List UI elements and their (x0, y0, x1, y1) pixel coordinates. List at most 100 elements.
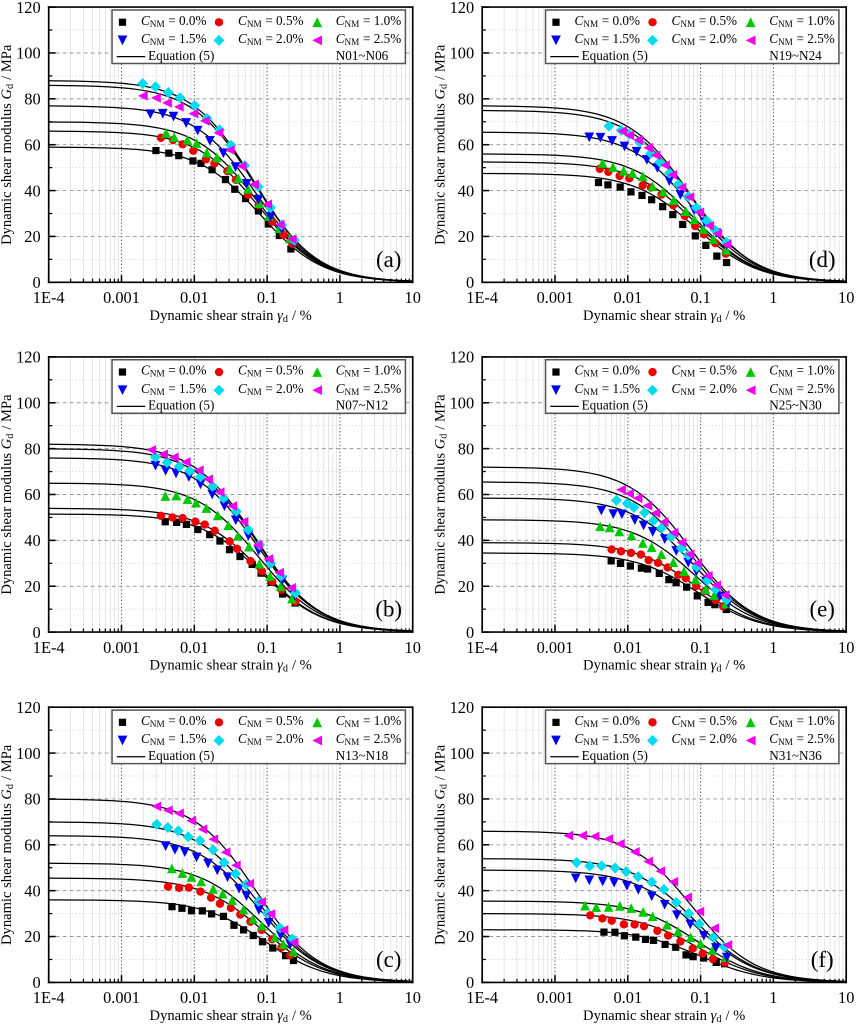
svg-text:0.001: 0.001 (537, 988, 574, 1007)
svg-text:40: 40 (24, 181, 40, 200)
svg-text:0.01: 0.01 (613, 638, 642, 657)
svg-text:20: 20 (24, 577, 40, 596)
svg-text:120: 120 (450, 698, 475, 717)
svg-text:60: 60 (24, 135, 40, 154)
svg-text:C N M: C N M = 1 . 5 % (141, 723, 207, 750)
svg-text:N07~N12: N07~N12 (336, 398, 389, 413)
svg-text:N25~N30: N25~N30 (769, 398, 822, 413)
svg-text:C N M: C N M = 0 . 5 % (672, 705, 738, 732)
svg-text:0.1: 0.1 (257, 288, 277, 307)
svg-text:1: 1 (336, 288, 344, 307)
svg-text:0.01: 0.01 (180, 288, 209, 307)
svg-text:100: 100 (16, 744, 41, 763)
svg-text:20: 20 (458, 577, 474, 596)
svg-text:C N M: C N M = 1 . 0 % (336, 5, 402, 32)
svg-text:N01~N06: N01~N06 (336, 48, 389, 63)
svg-text:C N M: C N M = 0 . 5 % (238, 355, 304, 382)
svg-text:120: 120 (450, 348, 475, 367)
svg-text:0: 0 (466, 273, 474, 292)
svg-text:1E-4: 1E-4 (33, 988, 65, 1007)
svg-text:1E-4: 1E-4 (33, 638, 65, 657)
svg-text:D y n a: D y n a m i c s h e a r m o d u l u s (0, 739, 16, 945)
svg-text:120: 120 (16, 698, 41, 717)
svg-text:D y n a: D y n a m i c s h e a r m o d u l u s (424, 39, 449, 245)
svg-text:1: 1 (336, 988, 344, 1007)
svg-text:0.1: 0.1 (690, 288, 710, 307)
svg-text:40: 40 (458, 531, 474, 550)
svg-text:1E-4: 1E-4 (33, 288, 65, 307)
svg-text:20: 20 (458, 927, 474, 946)
svg-text:D y n a: D y n a m i c s h e a r s t r a i n / (583, 300, 751, 325)
svg-text:20: 20 (458, 227, 474, 246)
svg-text:C N M: C N M = 0 . 5 % (238, 5, 304, 32)
svg-text:10: 10 (838, 988, 854, 1007)
svg-text:C N M: C N M = 1 . 0 % (769, 5, 835, 32)
svg-text:D y n a: D y n a m i c s h e a r s t r a i n / (150, 650, 318, 675)
svg-text:(c): (c) (376, 947, 401, 972)
svg-text:40: 40 (24, 881, 40, 900)
svg-text:C N M: C N M = 2 . 0 % (238, 23, 304, 50)
svg-text:10: 10 (405, 288, 421, 307)
svg-text:(b): (b) (375, 597, 402, 622)
svg-text:C N M: C N M = 0 . 5 % (238, 705, 304, 732)
svg-text:0.1: 0.1 (690, 988, 710, 1007)
svg-text:0.001: 0.001 (103, 638, 140, 657)
svg-text:C N M: C N M = 2 . 5 % (336, 723, 402, 750)
svg-text:Equation (5): Equation (5) (582, 398, 648, 413)
svg-text:0: 0 (466, 623, 474, 642)
svg-text:C N M: C N M = 0 . 0 % (575, 705, 641, 732)
svg-text:1E-4: 1E-4 (466, 288, 498, 307)
svg-text:D y n a: D y n a m i c s h e a r m o d u l u s (0, 389, 16, 595)
svg-text:C N M: C N M = 2 . 5 % (769, 723, 835, 750)
svg-text:C N M: C N M = 0 . 0 % (141, 355, 207, 382)
svg-text:0.001: 0.001 (103, 988, 140, 1007)
svg-text:C N M: C N M = 1 . 5 % (575, 373, 641, 400)
svg-text:0.01: 0.01 (180, 988, 209, 1007)
svg-text:D y n a: D y n a m i c s h e a r s t r a i n / (583, 650, 751, 675)
svg-text:D y n a: D y n a m i c s h e a r m o d u l u s (424, 739, 449, 945)
svg-text:100: 100 (450, 744, 475, 763)
svg-text:C N M: C N M = 1 . 5 % (575, 23, 641, 50)
svg-text:1E-4: 1E-4 (466, 988, 498, 1007)
svg-text:1: 1 (769, 638, 777, 657)
svg-text:0.01: 0.01 (613, 288, 642, 307)
svg-text:0: 0 (466, 973, 474, 992)
svg-text:C N M: C N M = 1 . 0 % (769, 705, 835, 732)
svg-text:Equation (5): Equation (5) (148, 398, 214, 413)
svg-text:0.001: 0.001 (537, 288, 574, 307)
svg-text:D y n a: D y n a m i c s h e a r s t r a i n / (583, 1000, 751, 1024)
svg-text:(d): (d) (809, 247, 836, 272)
svg-text:C N M: C N M = 1 . 5 % (141, 23, 207, 50)
svg-text:1: 1 (769, 288, 777, 307)
svg-text:0.01: 0.01 (180, 638, 209, 657)
svg-text:C N M: C N M = 2 . 0 % (672, 373, 738, 400)
svg-text:N13~N18: N13~N18 (336, 748, 389, 763)
svg-text:100: 100 (450, 44, 475, 63)
svg-text:20: 20 (24, 927, 40, 946)
svg-text:N31~N36: N31~N36 (769, 748, 822, 763)
svg-text:40: 40 (458, 881, 474, 900)
svg-text:Equation (5): Equation (5) (582, 48, 648, 63)
svg-text:40: 40 (458, 181, 474, 200)
svg-text:10: 10 (405, 988, 421, 1007)
svg-text:Equation (5): Equation (5) (582, 748, 648, 763)
svg-text:60: 60 (24, 835, 40, 854)
svg-text:C N M: C N M = 0 . 5 % (672, 355, 738, 382)
svg-text:Equation (5): Equation (5) (148, 748, 214, 763)
svg-text:80: 80 (24, 790, 40, 809)
svg-text:0: 0 (32, 623, 40, 642)
svg-text:80: 80 (458, 790, 474, 809)
svg-text:0.1: 0.1 (257, 638, 277, 657)
svg-text:C N M: C N M = 2 . 0 % (238, 373, 304, 400)
svg-text:C N M: C N M = 0 . 0 % (141, 705, 207, 732)
svg-text:C N M: C N M = 1 . 0 % (769, 355, 835, 382)
svg-text:0: 0 (32, 273, 40, 292)
svg-text:C N M: C N M = 2 . 0 % (238, 723, 304, 750)
svg-text:120: 120 (16, 0, 41, 17)
svg-text:100: 100 (450, 393, 475, 412)
svg-text:10: 10 (405, 638, 421, 657)
svg-text:120: 120 (16, 348, 41, 367)
svg-text:C N M: C N M = 0 . 0 % (575, 5, 641, 32)
svg-text:80: 80 (458, 90, 474, 109)
svg-text:C N M: C N M = 2 . 0 % (672, 723, 738, 750)
